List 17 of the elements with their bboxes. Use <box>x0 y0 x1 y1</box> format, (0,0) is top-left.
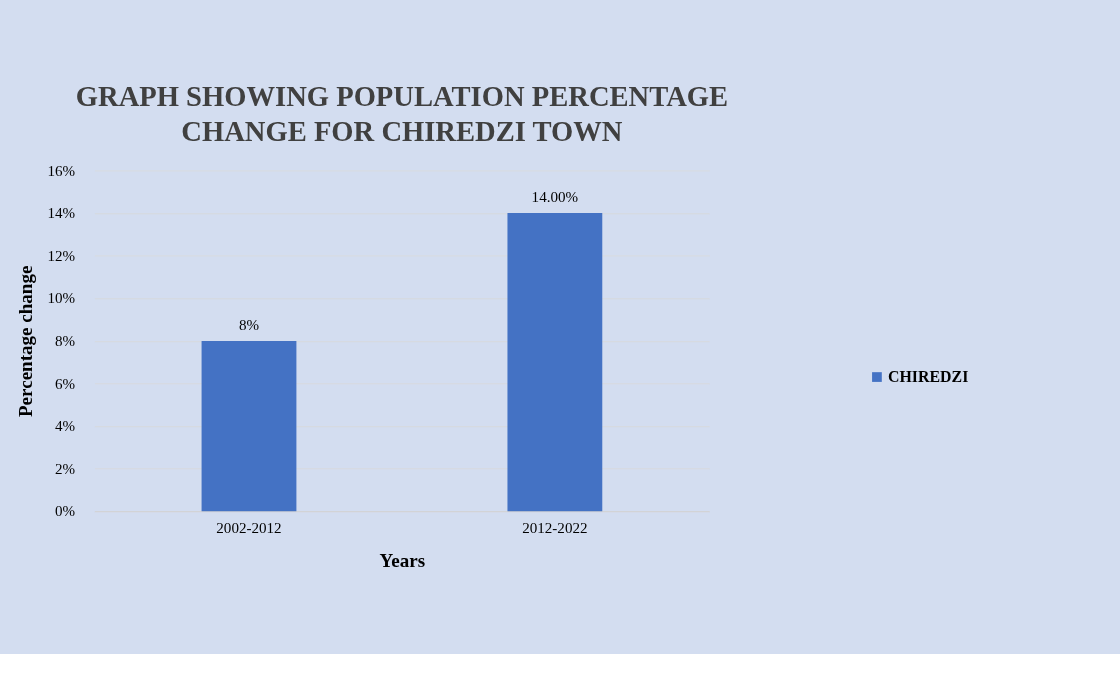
y-tick-label: 10% <box>47 290 76 307</box>
y-tick-label: 16% <box>47 162 76 179</box>
x-axis-title: Years <box>379 550 426 572</box>
chart-title: GRAPH SHOWING POPULATION PERCENTAGE CHANGE FOR CHIREDZI TOWN <box>75 81 729 148</box>
legend-label: CHIREDZI <box>888 367 969 385</box>
x-tick-label: 2002-2012 <box>216 520 282 537</box>
y-tick-label: 6% <box>54 375 76 392</box>
y-tick-label: 12% <box>47 247 76 264</box>
y-axis-title: Percentage change <box>14 265 36 418</box>
y-tick-label: 2% <box>54 460 76 477</box>
text: 8% <box>238 316 260 333</box>
y-tick-label: 4% <box>54 418 76 435</box>
text: 14.00% <box>531 188 579 205</box>
y-tick-label: 8% <box>54 333 76 350</box>
y-tick-label: 14% <box>47 205 76 222</box>
x-tick-label: 2012-2022 <box>522 520 588 537</box>
y-tick-label: 0% <box>54 503 76 520</box>
